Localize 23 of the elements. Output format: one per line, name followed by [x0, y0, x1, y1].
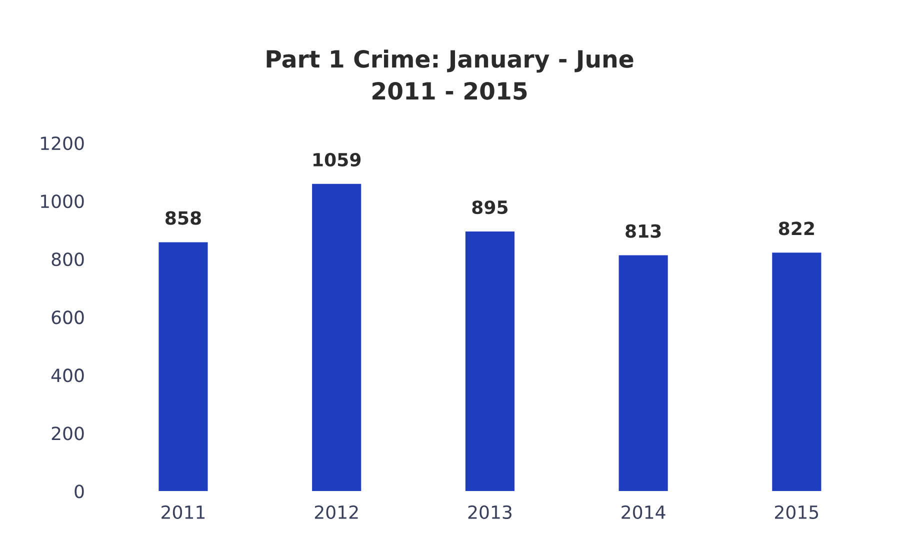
bar: [465, 231, 514, 492]
data-label: 895: [472, 200, 508, 214]
data-label: 813: [626, 224, 661, 238]
bar: [312, 184, 362, 492]
data-label: 822: [778, 222, 814, 236]
x-tick-label: 2015: [775, 505, 818, 520]
y-tick-label: 600: [52, 310, 84, 324]
x-tick-label: 2012: [314, 505, 358, 520]
y-tick-label: 400: [51, 368, 84, 382]
x-tick-label: 2011: [162, 505, 205, 520]
x-tick-label: 2013: [468, 505, 512, 520]
y-tick-label: 200: [52, 426, 84, 440]
y-tick-label: 1200: [41, 136, 84, 150]
data-label: 858: [165, 211, 201, 225]
data-label: 1059: [314, 152, 361, 167]
y-tick-label: 1000: [41, 194, 84, 208]
y-tick-label: 800: [52, 252, 84, 266]
bar: [158, 242, 208, 492]
x-tick-label: 2014: [622, 505, 666, 520]
bar: [618, 255, 668, 492]
chart-title: Part 1 Crime: January - June 2011 - 2015: [266, 50, 634, 100]
bar: [772, 252, 822, 492]
y-tick-label: 0: [74, 484, 84, 498]
